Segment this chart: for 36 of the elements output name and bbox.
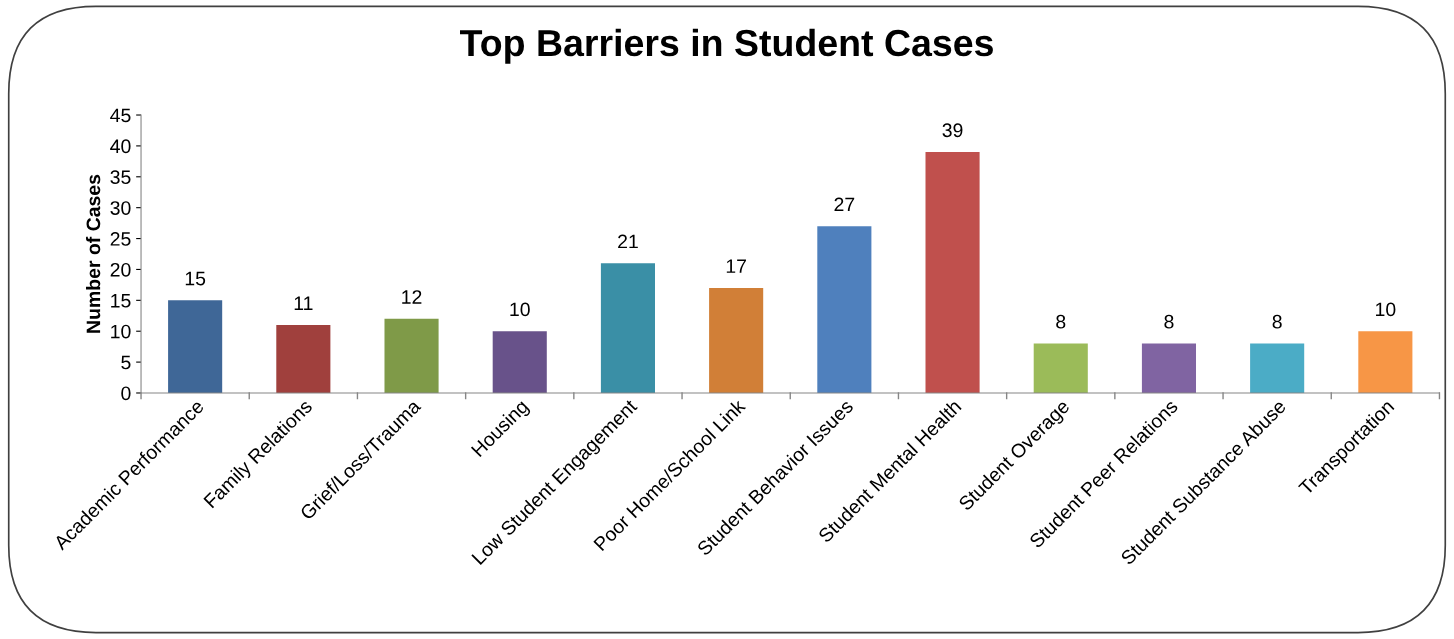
y-tick-label: 40 [110, 139, 131, 154]
data-label: 17 [726, 259, 746, 273]
data-label: 11 [294, 296, 313, 310]
bar [168, 300, 223, 393]
data-label: 27 [834, 197, 855, 212]
data-label: 39 [942, 123, 963, 138]
y-tick-label: 35 [110, 170, 131, 185]
data-label: 10 [510, 302, 530, 317]
y-tick-label: 20 [110, 262, 131, 277]
y-tick-label: 0 [121, 386, 131, 401]
bar [1033, 343, 1088, 393]
bar [709, 287, 764, 393]
data-label: 8 [1272, 314, 1282, 329]
y-tick-label: 30 [110, 201, 131, 215]
y-tick-label: 5 [121, 355, 131, 370]
bar [384, 318, 439, 393]
data-label: 10 [1376, 302, 1396, 317]
bar [276, 325, 331, 393]
data-label: 8 [1056, 314, 1066, 329]
bar [925, 152, 980, 393]
bar [817, 226, 872, 393]
y-tick-label: 25 [110, 232, 131, 246]
data-label: 15 [185, 271, 206, 286]
chart-title: Top Barriers in Student Cases [460, 28, 993, 64]
bar [1141, 343, 1197, 393]
y-tick-label: 10 [111, 324, 131, 339]
y-tick-label: 15 [111, 294, 131, 308]
y-tick-label: 45 [110, 108, 131, 123]
data-label: 12 [402, 290, 422, 304]
data-label: 8 [1164, 314, 1174, 329]
bar [600, 263, 655, 393]
data-label: 21 [618, 234, 638, 249]
y-axis-title: Number of Cases [86, 174, 101, 333]
bar [1358, 331, 1413, 393]
bar [492, 331, 547, 393]
bar [1250, 343, 1305, 393]
